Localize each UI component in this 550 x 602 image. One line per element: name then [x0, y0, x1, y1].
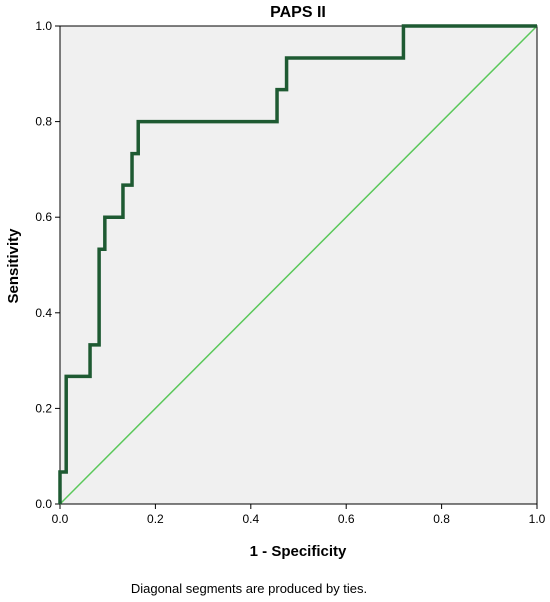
x-tick-label: 0.0: [52, 512, 69, 526]
y-axis: 0.0 0.2 0.4 0.6 0.8 1.0: [35, 19, 60, 511]
x-tick-label: 0.4: [242, 512, 259, 526]
y-tick-label: 0.2: [35, 401, 52, 415]
footnote: Diagonal segments are produced by ties.: [131, 581, 367, 596]
y-tick-label: 1.0: [35, 19, 52, 33]
reference-line: [59, 25, 538, 505]
x-tick-label: 0.2: [147, 512, 164, 526]
y-axis-title: Sensitivity: [5, 228, 22, 304]
x-axis: 0.0 0.2 0.4 0.6 0.8 1.0: [52, 504, 546, 526]
chart-title: PAPS II: [270, 4, 326, 21]
series-layer: [58, 24, 538, 505]
y-tick-label: 0.6: [35, 210, 52, 224]
y-tick-label: 0.4: [35, 306, 52, 320]
roc-curve: [58, 24, 537, 504]
y-tick-label: 0.0: [35, 497, 52, 511]
x-tick-label: 0.6: [338, 512, 355, 526]
x-tick-label: 1.0: [529, 512, 546, 526]
y-tick-label: 0.8: [35, 115, 52, 129]
x-tick-label: 0.8: [433, 512, 450, 526]
x-axis-title: 1 - Specificity: [250, 543, 347, 560]
